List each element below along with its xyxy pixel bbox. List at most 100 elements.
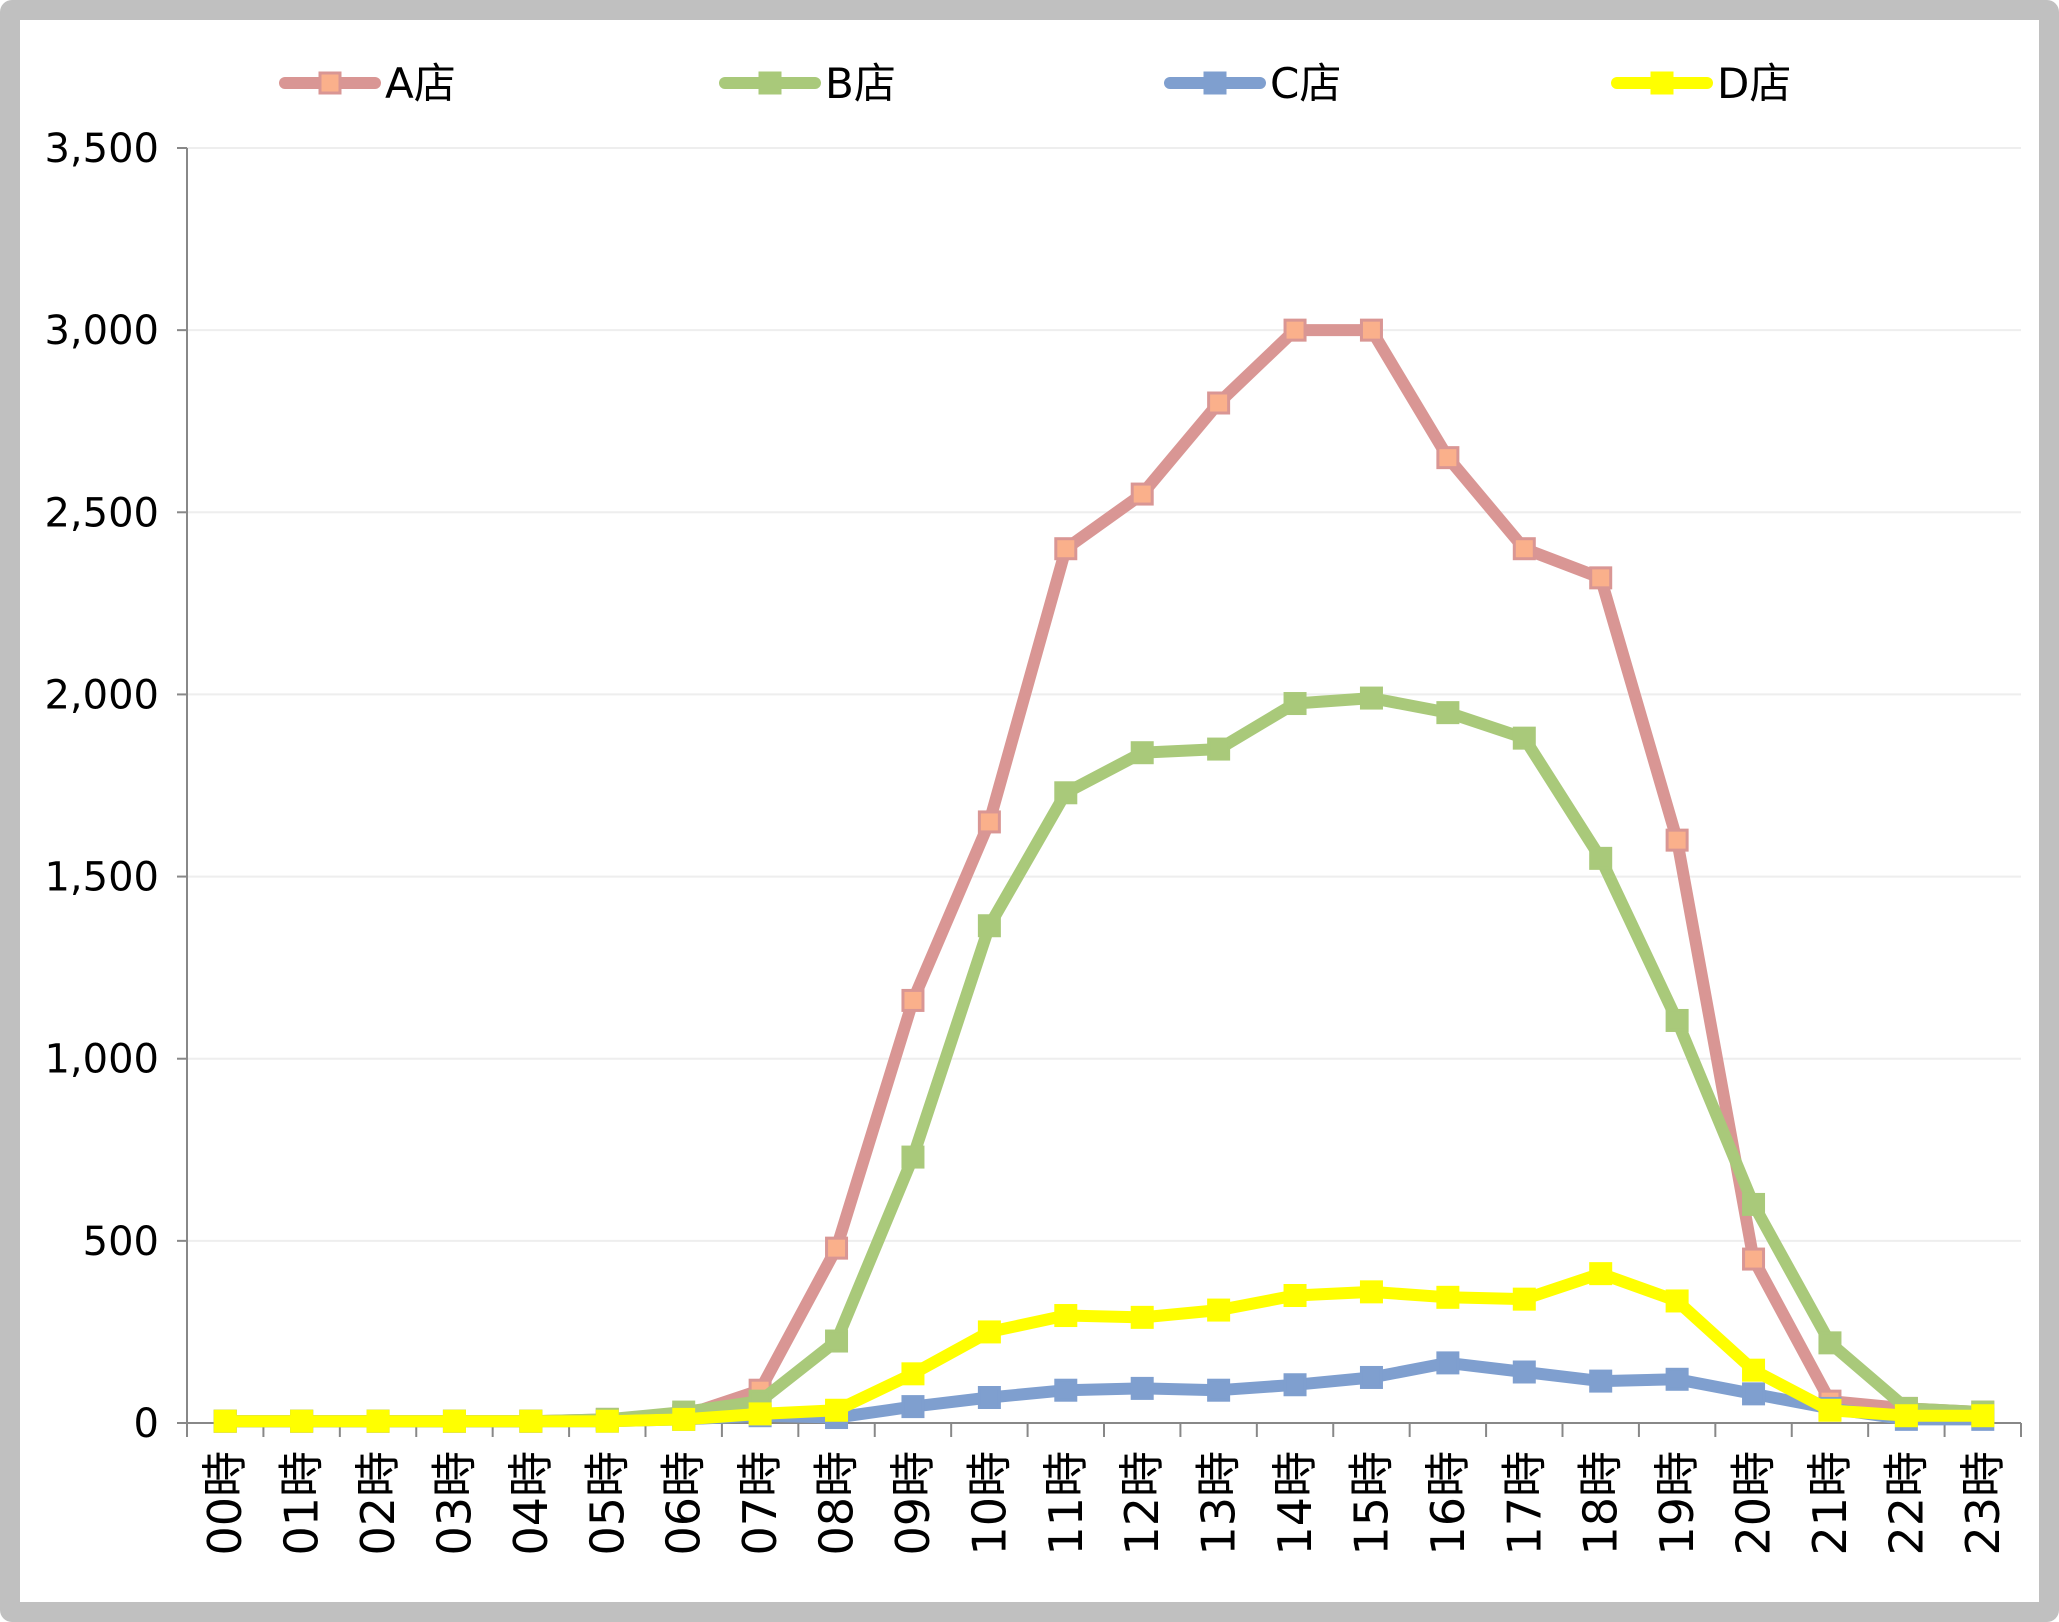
data-point xyxy=(1054,537,1078,561)
data-point xyxy=(1283,318,1307,342)
x-tick-label: 17時 xyxy=(1497,1451,1551,1556)
data-point xyxy=(1665,1289,1689,1313)
legend-item: C店 xyxy=(1164,59,1341,108)
legend-label: B店 xyxy=(825,59,896,108)
data-point xyxy=(442,1409,466,1433)
data-point xyxy=(1742,1247,1766,1271)
y-tick-label: 1,500 xyxy=(44,855,159,901)
data-point xyxy=(901,1145,925,1169)
y-axis-ticks: 0 500 1,000 1,500 2,000 2,500 3,000 3,500 xyxy=(44,126,159,1447)
data-point xyxy=(1589,846,1613,870)
y-tick-label: 2,500 xyxy=(44,490,159,536)
y-tick-label: 3,000 xyxy=(44,308,159,354)
x-tick-label: 06時 xyxy=(657,1451,711,1556)
data-point xyxy=(519,1409,543,1433)
series-4 xyxy=(213,1262,1995,1433)
y-tick-label: 500 xyxy=(83,1219,159,1265)
data-point xyxy=(1130,1305,1154,1329)
data-point xyxy=(1665,828,1689,852)
data-point xyxy=(1207,391,1231,415)
data-point xyxy=(825,1236,849,1260)
data-point xyxy=(1665,1008,1689,1032)
data-point xyxy=(901,988,925,1012)
x-tick-label: 19時 xyxy=(1650,1451,1704,1556)
data-point xyxy=(1359,1280,1383,1304)
x-tick-label: 15時 xyxy=(1344,1451,1398,1556)
x-tick-label: 16時 xyxy=(1421,1451,1475,1556)
data-point xyxy=(1512,537,1536,561)
legend-label: A店 xyxy=(385,59,456,108)
x-tick-label: 01時 xyxy=(275,1451,329,1556)
data-point xyxy=(1436,701,1460,725)
data-point xyxy=(1589,1262,1613,1286)
data-point xyxy=(1436,1285,1460,1309)
data-point xyxy=(1283,1284,1307,1307)
gridlines xyxy=(187,147,2021,1242)
legend-swatch-marker xyxy=(1650,71,1674,95)
x-tick-label: 10時 xyxy=(962,1451,1016,1556)
legend-item: A店 xyxy=(279,59,456,108)
data-point xyxy=(213,1409,237,1433)
x-tick-label: 18時 xyxy=(1574,1451,1628,1556)
legend-swatch-marker xyxy=(318,71,342,95)
x-tick-label: 23時 xyxy=(1956,1451,2010,1556)
data-point xyxy=(1818,1398,1842,1422)
y-tick-label: 3,500 xyxy=(44,126,159,172)
data-point xyxy=(1207,1298,1231,1322)
data-point xyxy=(1207,737,1231,761)
data-point xyxy=(1971,1404,1995,1428)
data-point xyxy=(1054,1378,1078,1402)
data-point xyxy=(1742,1358,1766,1382)
data-point xyxy=(977,914,1001,938)
y-tick-label: 2,000 xyxy=(44,672,159,718)
x-tick-label: 14時 xyxy=(1268,1451,1322,1556)
data-point xyxy=(1436,1351,1460,1375)
data-point xyxy=(1207,1378,1231,1402)
x-tick-label: 12時 xyxy=(1115,1451,1169,1556)
legend-swatch-marker xyxy=(1203,71,1227,95)
data-point xyxy=(1359,686,1383,710)
data-point xyxy=(1665,1367,1689,1391)
legend-label: D店 xyxy=(1717,59,1791,108)
data-point xyxy=(1436,446,1460,470)
series-line xyxy=(219,1267,1989,1428)
x-tick-label: 07時 xyxy=(733,1451,787,1556)
data-point xyxy=(1512,1360,1536,1384)
data-point xyxy=(1512,1287,1536,1311)
x-tick-label: 04時 xyxy=(504,1451,558,1556)
data-point xyxy=(977,1320,1001,1344)
data-point xyxy=(1130,482,1154,506)
y-tick-label: 0 xyxy=(134,1401,159,1447)
data-point xyxy=(595,1409,619,1433)
series-lines xyxy=(213,318,1995,1433)
y-tick-label: 1,000 xyxy=(44,1037,159,1083)
data-point xyxy=(1283,1373,1307,1397)
x-tick-label: 05時 xyxy=(580,1451,634,1556)
data-point xyxy=(290,1409,314,1433)
legend-swatch-marker xyxy=(758,71,782,95)
x-tick-label: 08時 xyxy=(810,1451,864,1556)
data-point xyxy=(1130,1376,1154,1400)
x-tick-label: 03時 xyxy=(427,1451,481,1556)
data-point xyxy=(977,810,1001,834)
data-point xyxy=(1742,1192,1766,1216)
data-point xyxy=(977,1386,1001,1409)
legend-item: D店 xyxy=(1611,59,1791,108)
data-point xyxy=(1130,741,1154,765)
legend: A店 B店 C店 D店 xyxy=(279,59,1791,108)
x-tick-label: 20時 xyxy=(1727,1451,1781,1556)
data-point xyxy=(825,1398,849,1422)
x-tick-label: 02時 xyxy=(351,1451,405,1556)
data-point xyxy=(366,1409,390,1433)
legend-item: B店 xyxy=(719,59,896,108)
data-point xyxy=(1742,1382,1766,1406)
data-point xyxy=(1283,692,1307,716)
data-point xyxy=(672,1407,696,1431)
data-point xyxy=(1359,318,1383,342)
series-line xyxy=(219,1356,1989,1428)
axes xyxy=(177,147,2022,1437)
legend-label: C店 xyxy=(1270,59,1341,108)
data-point xyxy=(748,1402,772,1426)
